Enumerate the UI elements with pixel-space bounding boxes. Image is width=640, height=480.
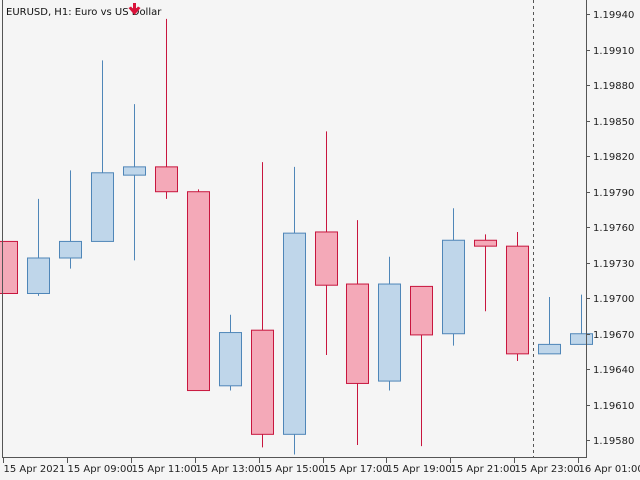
candle-body [315, 231, 338, 286]
candle[interactable] [378, 256, 401, 391]
price-tick-label: 1.19910 [593, 46, 634, 57]
candle-body [219, 332, 242, 387]
time-tick-label: 15 Apr 2021 [4, 464, 66, 475]
time-tick-label: 15 Apr 13:00 [196, 464, 261, 475]
candle-body [410, 285, 433, 336]
candle-body [570, 333, 593, 345]
price-tick-label: 1.19940 [593, 10, 634, 21]
candle[interactable] [506, 231, 529, 361]
price-tick-label: 1.19580 [593, 436, 634, 447]
arrow-shaft [133, 3, 136, 11]
time-tick-label: 15 Apr 11:00 [132, 464, 197, 475]
candle[interactable] [283, 166, 306, 455]
time-tick-label: 15 Apr 17:00 [324, 464, 389, 475]
candle[interactable] [410, 285, 433, 447]
price-axis: 1.19940 1.19910 1.19880 1.19850 1.19820 1.197… [586, 10, 634, 447]
candle[interactable] [474, 234, 497, 312]
candle-body [474, 239, 497, 247]
candle[interactable] [570, 294, 593, 345]
candle-body [442, 239, 465, 335]
axes-layer [2, 0, 587, 458]
candle[interactable] [315, 131, 338, 356]
price-tick-label: 1.19790 [593, 188, 634, 199]
candle-body [378, 283, 401, 382]
candle-body [155, 166, 178, 193]
candle[interactable] [59, 170, 82, 269]
time-tick-label: 15 Apr 15:00 [260, 464, 325, 475]
candle[interactable] [442, 208, 465, 346]
candles-layer [0, 18, 593, 455]
candle[interactable] [187, 189, 210, 392]
price-tick-label: 1.19850 [593, 117, 634, 128]
candle-body [123, 166, 146, 176]
candle[interactable] [91, 60, 114, 242]
candle[interactable] [219, 314, 242, 391]
time-tick-label: 15 Apr 21:00 [451, 464, 516, 475]
price-tick-label: 1.19670 [593, 330, 634, 341]
time-tick-label: 16 Apr 01:00 [579, 464, 640, 475]
price-tick-label: 1.19640 [593, 365, 634, 376]
candle-body [91, 172, 114, 242]
candle-body [59, 240, 82, 259]
candle[interactable] [155, 18, 178, 199]
price-tick-label: 1.19820 [593, 152, 634, 163]
candle[interactable] [538, 297, 561, 355]
candle[interactable] [346, 220, 369, 445]
candle-body [187, 191, 210, 392]
time-tick-label: 15 Apr 19:00 [387, 464, 452, 475]
price-tick-label: 1.19730 [593, 259, 634, 270]
time-tick-label: 15 Apr 23:00 [515, 464, 580, 475]
arrow-head [128, 6, 141, 15]
candle[interactable] [123, 104, 146, 261]
price-tick-label: 1.19760 [593, 223, 634, 234]
chart-title: EURUSD, H1: Euro vs US Dollar [6, 7, 162, 18]
time-tick-label: 15 Apr 09:00 [68, 464, 133, 475]
candle-body [27, 257, 50, 294]
candle[interactable] [27, 198, 50, 296]
candle[interactable] [0, 240, 18, 294]
candle[interactable] [251, 162, 274, 448]
price-tick-label: 1.19700 [593, 294, 634, 305]
price-tick-label: 1.19610 [593, 401, 634, 412]
price-tick-label: 1.19880 [593, 81, 634, 92]
down-arrow-icon [128, 3, 141, 15]
candle-body [283, 232, 306, 435]
candle-body [538, 343, 561, 355]
candle-body [251, 329, 274, 435]
candle-body [346, 283, 369, 384]
candle-body [0, 240, 18, 294]
candle-body [506, 245, 529, 355]
